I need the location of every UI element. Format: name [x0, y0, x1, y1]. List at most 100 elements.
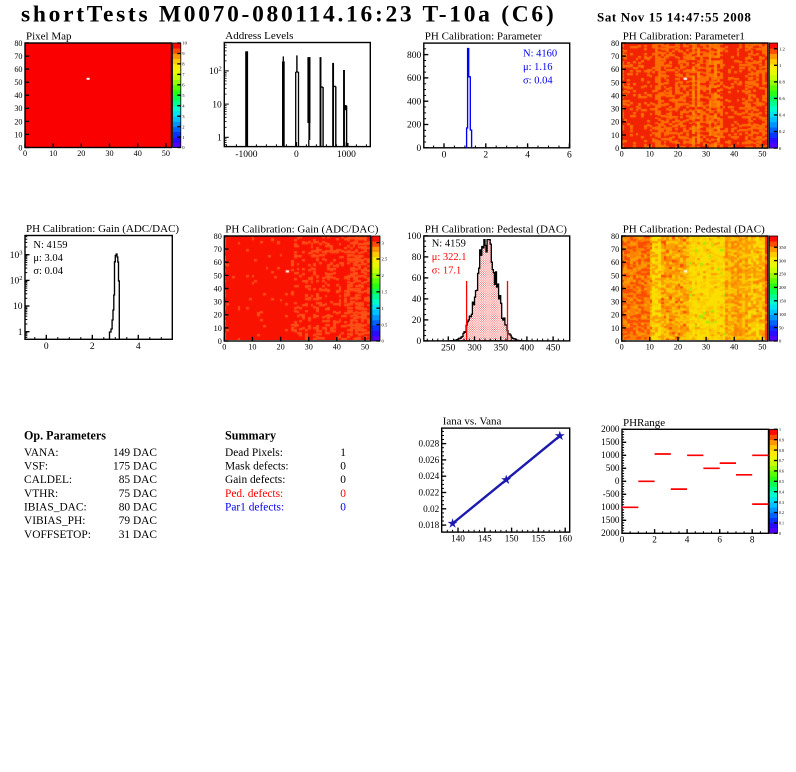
svg-text:6: 6: [567, 150, 572, 160]
svg-text:1000: 1000: [601, 450, 620, 460]
svg-text:350: 350: [779, 245, 787, 250]
svg-text:70: 70: [214, 245, 222, 254]
svg-text:30: 30: [305, 342, 313, 351]
svg-text:85 DAC: 85 DAC: [119, 474, 157, 486]
svg-text:0: 0: [340, 502, 346, 514]
svg-text:30: 30: [14, 104, 22, 113]
svg-text:102: 102: [10, 275, 23, 287]
svg-text:3: 3: [182, 114, 185, 119]
svg-text:0: 0: [615, 476, 620, 486]
svg-text:400: 400: [520, 343, 535, 353]
svg-text:1500: 1500: [601, 437, 620, 447]
svg-text:PH Calibration: Gain (ADC/DAC): PH Calibration: Gain (ADC/DAC): [225, 224, 378, 236]
svg-text:103: 103: [10, 249, 23, 261]
svg-text:20: 20: [77, 149, 85, 158]
svg-text:PH Calibration: Pedestal (DAC): PH Calibration: Pedestal (DAC): [623, 224, 765, 236]
svg-text:50: 50: [758, 149, 766, 158]
svg-text:80: 80: [214, 232, 222, 241]
svg-text:40: 40: [333, 342, 341, 351]
svg-text:102: 102: [209, 66, 222, 78]
svg-text:40: 40: [214, 284, 222, 293]
svg-text:150: 150: [505, 533, 519, 543]
svg-text:100: 100: [407, 232, 422, 242]
svg-text:PHRange: PHRange: [623, 417, 665, 429]
svg-text:0.024: 0.024: [419, 471, 440, 481]
svg-text:PH Calibration: Pedestal (DAC): PH Calibration: Pedestal (DAC): [425, 224, 567, 236]
svg-text:60: 60: [412, 274, 422, 284]
svg-text:50: 50: [214, 271, 222, 280]
svg-text:Mask defects:: Mask defects:: [225, 461, 289, 473]
svg-text:0: 0: [615, 144, 619, 153]
svg-text:50: 50: [162, 149, 170, 158]
svg-text:60: 60: [214, 258, 222, 267]
svg-text:20: 20: [611, 311, 619, 320]
svg-text:1: 1: [340, 447, 346, 459]
svg-text:1.2: 1.2: [779, 47, 785, 52]
svg-text:3: 3: [382, 240, 385, 245]
svg-text:1: 1: [217, 134, 222, 144]
svg-text:Summary: Summary: [225, 429, 276, 443]
svg-text:0: 0: [294, 150, 299, 160]
svg-text:9: 9: [182, 51, 185, 56]
svg-text:50: 50: [14, 78, 22, 87]
svg-text:40: 40: [730, 149, 738, 158]
svg-text:10: 10: [212, 100, 222, 110]
svg-text:0.8: 0.8: [779, 448, 784, 453]
svg-text:30: 30: [611, 298, 619, 307]
svg-text:800: 800: [407, 51, 422, 61]
svg-text:2000: 2000: [601, 424, 620, 434]
svg-text:1000: 1000: [337, 150, 356, 160]
svg-text:8: 8: [182, 62, 185, 67]
svg-text:1.5: 1.5: [382, 290, 388, 295]
svg-text:2.5: 2.5: [382, 257, 388, 262]
svg-text:79 DAC: 79 DAC: [119, 515, 157, 527]
svg-text:0: 0: [222, 342, 226, 351]
svg-text:0: 0: [779, 146, 782, 151]
svg-text:5: 5: [182, 93, 185, 98]
svg-text:8: 8: [750, 535, 755, 545]
svg-text:0.7: 0.7: [779, 458, 784, 463]
svg-text:Op. Parameters: Op. Parameters: [24, 429, 106, 443]
svg-text:10: 10: [13, 302, 23, 312]
svg-text:0: 0: [779, 531, 781, 536]
svg-text:0.4: 0.4: [779, 113, 785, 118]
svg-text:0: 0: [620, 535, 625, 545]
svg-text:155: 155: [532, 533, 546, 543]
svg-text:160: 160: [558, 533, 572, 543]
svg-text:Sat Nov 15 14:47:55 2008: Sat Nov 15 14:47:55 2008: [597, 10, 752, 25]
svg-text:N: 4160: N: 4160: [523, 49, 557, 60]
svg-text:1: 1: [18, 328, 23, 338]
svg-text:200: 200: [407, 121, 422, 131]
svg-text:10: 10: [14, 130, 22, 139]
svg-text:175 DAC: 175 DAC: [113, 461, 157, 473]
svg-text:40: 40: [412, 295, 422, 305]
svg-text:80: 80: [412, 253, 422, 263]
svg-text:50: 50: [611, 271, 619, 280]
svg-text:0.022: 0.022: [419, 488, 440, 498]
svg-text:0: 0: [18, 143, 22, 152]
svg-text:100: 100: [779, 312, 787, 317]
svg-text:0: 0: [340, 488, 346, 500]
svg-text:PH Calibration: Parameter1: PH Calibration: Parameter1: [623, 31, 745, 43]
svg-text:PH Calibration: Gain (ADC/DAC): PH Calibration: Gain (ADC/DAC): [26, 223, 179, 235]
svg-text:σ: 0.04: σ: 0.04: [523, 76, 553, 87]
svg-text:IBIAS_DAC:: IBIAS_DAC:: [24, 502, 87, 514]
svg-text:0.2: 0.2: [779, 129, 785, 134]
svg-text:2000: 2000: [601, 528, 620, 538]
svg-text:CALDEL:: CALDEL:: [24, 474, 72, 486]
svg-text:0: 0: [218, 337, 222, 346]
svg-text:1: 1: [382, 306, 385, 311]
svg-text:450: 450: [546, 343, 561, 353]
svg-text:300: 300: [467, 343, 482, 353]
svg-text:0: 0: [340, 474, 346, 486]
svg-text:0.018: 0.018: [419, 520, 440, 530]
svg-text:0: 0: [417, 337, 422, 347]
svg-text:4: 4: [182, 103, 185, 108]
svg-text:40: 40: [134, 149, 142, 158]
svg-text:4: 4: [525, 150, 530, 160]
svg-text:σ: 17.1: σ: 17.1: [432, 265, 462, 276]
svg-text:1: 1: [779, 427, 781, 432]
svg-text:2: 2: [483, 150, 488, 160]
svg-text:-500: -500: [603, 489, 620, 499]
svg-text:300: 300: [779, 258, 787, 263]
